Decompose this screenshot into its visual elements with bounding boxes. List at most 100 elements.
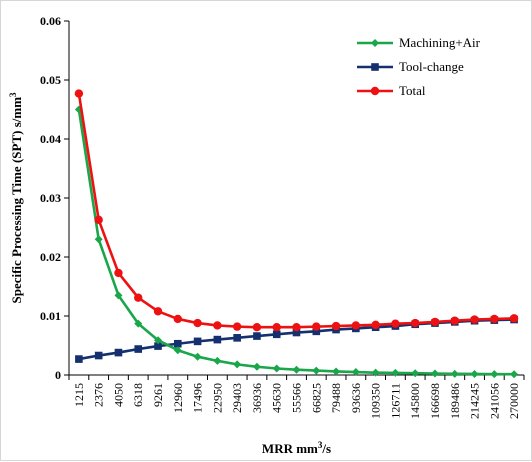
y-axis-title-sup: 3 xyxy=(8,92,18,97)
x-axis-title-main: MRR mm xyxy=(262,441,318,456)
x-tick-label: 79488 xyxy=(329,383,343,413)
data-point xyxy=(232,322,242,331)
data-point xyxy=(272,323,281,332)
data-point xyxy=(371,320,380,330)
x-tick-label: 189486 xyxy=(448,383,462,419)
x-tick-label: 4050 xyxy=(111,383,125,407)
legend: Machining+Air Tool-change Total xyxy=(357,35,481,98)
y-tick-label: 0.04 xyxy=(40,132,61,146)
data-point xyxy=(312,322,321,331)
legend-marker xyxy=(371,39,379,47)
data-point xyxy=(509,314,519,323)
y-axis-title-main: Specific Processing Time (SPT) s/mm xyxy=(9,97,24,304)
data-point xyxy=(253,332,261,340)
data-point xyxy=(153,307,163,316)
data-point xyxy=(193,318,202,328)
x-axis-title-tail: /s xyxy=(321,441,331,456)
data-point xyxy=(391,368,400,377)
y-tick-label: 0.03 xyxy=(40,191,61,205)
series-total xyxy=(74,89,519,332)
y-ticks: 0 0.01 0.02 0.03 0.04 0.05 0.06 xyxy=(40,14,69,382)
y-tick-label: 0.05 xyxy=(40,73,61,87)
x-tick-label: 36936 xyxy=(250,383,264,413)
data-point xyxy=(331,321,341,331)
data-point xyxy=(213,321,222,330)
data-point xyxy=(450,369,459,378)
data-point xyxy=(272,364,281,373)
data-point xyxy=(292,323,301,332)
legend-marker xyxy=(371,63,379,71)
data-point xyxy=(114,268,123,278)
series-line xyxy=(77,93,515,329)
y-tick-label: 0.02 xyxy=(40,250,61,264)
x-tick-label: 1215 xyxy=(72,383,86,407)
data-point xyxy=(193,337,202,346)
x-tick-label: 22950 xyxy=(210,383,224,413)
data-point xyxy=(213,356,222,365)
data-point xyxy=(391,319,400,328)
x-tick-label: 126711 xyxy=(388,383,402,419)
legend-marker xyxy=(370,86,380,96)
data-point xyxy=(94,351,103,360)
y-tick-label: 0.06 xyxy=(40,14,61,28)
x-tick-label: 55566 xyxy=(290,383,304,413)
series-machining-air xyxy=(74,105,519,379)
x-tick-label: 93636 xyxy=(349,383,363,413)
data-point xyxy=(450,316,459,325)
data-point xyxy=(430,317,440,327)
data-point xyxy=(430,369,439,378)
legend-label: Tool-change xyxy=(399,59,464,74)
data-point xyxy=(74,89,84,98)
legend-label: Total xyxy=(399,83,426,98)
data-point xyxy=(312,366,321,375)
x-tick-label: 9261 xyxy=(151,383,165,407)
data-point xyxy=(490,370,499,379)
x-tick-label: 145800 xyxy=(408,383,422,419)
data-point xyxy=(233,334,241,342)
x-tick-label: 2376 xyxy=(92,383,106,407)
data-point xyxy=(312,327,321,336)
data-point xyxy=(252,323,262,332)
x-tick-label: 29403 xyxy=(230,383,244,413)
x-tick-label: 214245 xyxy=(468,383,482,419)
data-point xyxy=(351,321,361,330)
data-point xyxy=(134,293,143,302)
data-point xyxy=(371,368,380,377)
x-tick-label: 17496 xyxy=(191,383,205,413)
data-point xyxy=(510,370,519,379)
y-axis-title: Specific Processing Time (SPT) s/mm3 xyxy=(8,92,24,304)
legend-label: Machining+Air xyxy=(399,35,481,50)
data-point xyxy=(154,336,163,345)
x-tick-label: 66825 xyxy=(309,383,323,413)
data-point xyxy=(410,318,420,328)
x-tick-label: 166698 xyxy=(428,383,442,419)
data-point xyxy=(332,367,341,376)
x-tick-label: 109350 xyxy=(369,383,383,419)
x-tick-label: 270000 xyxy=(507,383,521,419)
data-point xyxy=(173,346,182,355)
x-tick-label: 6318 xyxy=(131,383,145,407)
data-point xyxy=(292,328,301,337)
data-point xyxy=(94,215,103,225)
series-layer xyxy=(74,89,519,379)
data-point xyxy=(292,365,301,374)
data-point xyxy=(272,330,281,339)
data-point xyxy=(134,345,143,353)
y-tick-label: 0 xyxy=(55,368,61,382)
data-point xyxy=(134,319,143,328)
data-point xyxy=(114,348,123,357)
data-point xyxy=(75,355,83,363)
data-point xyxy=(233,360,242,369)
data-point xyxy=(351,368,360,377)
data-point xyxy=(154,342,162,350)
data-point xyxy=(470,369,479,378)
data-point xyxy=(114,291,123,300)
data-point xyxy=(490,314,499,324)
data-point xyxy=(173,314,183,324)
data-point xyxy=(94,235,103,244)
x-tick-label: 241056 xyxy=(487,383,501,419)
data-point xyxy=(213,335,222,344)
x-tick-label: 12960 xyxy=(171,383,185,413)
